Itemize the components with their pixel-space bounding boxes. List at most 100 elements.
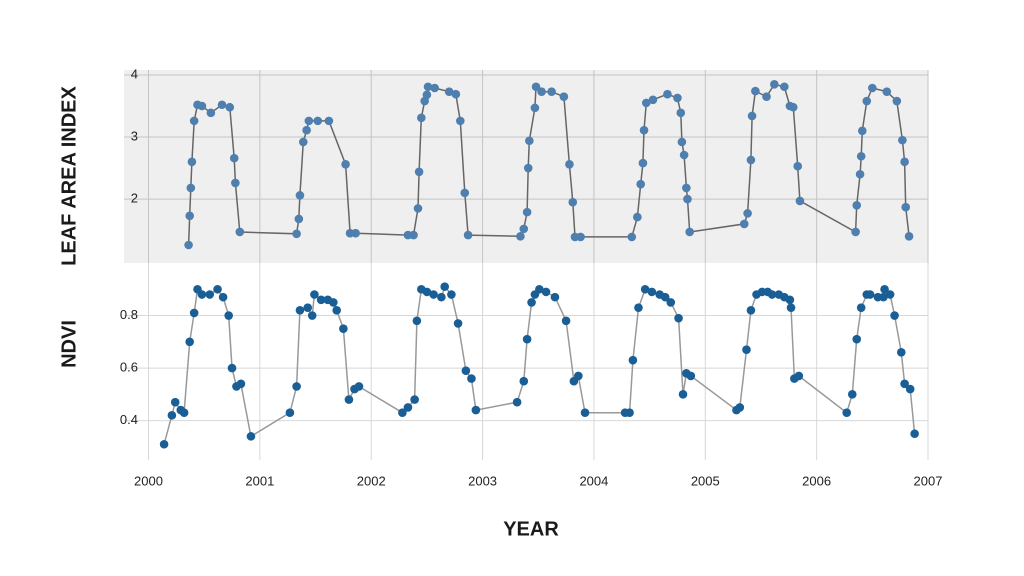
data-point: [857, 126, 867, 136]
data-point: [676, 108, 686, 118]
data-point: [747, 111, 757, 121]
data-point: [292, 229, 301, 239]
data-point: [628, 355, 638, 365]
data-point: [410, 395, 419, 404]
data-point: [294, 214, 304, 224]
x-tick-label: 2001: [245, 473, 274, 488]
data-point: [170, 397, 180, 407]
data-point: [550, 292, 560, 302]
x-tick-label: 2004: [579, 473, 608, 488]
data-point: [882, 87, 892, 97]
data-point: [576, 232, 585, 242]
data-point: [786, 303, 796, 312]
data-point: [531, 82, 541, 92]
data-point: [880, 284, 889, 294]
data-point: [885, 290, 895, 299]
data-point: [767, 290, 777, 299]
data-point: [332, 305, 341, 315]
data-point: [217, 100, 227, 110]
data-point: [785, 295, 795, 305]
data-point: [673, 93, 682, 103]
data-point: [679, 150, 689, 160]
data-point: [522, 207, 532, 217]
data-point: [295, 305, 305, 315]
data-point: [295, 191, 305, 200]
data-point: [189, 116, 199, 126]
data-point: [430, 83, 439, 93]
data-point: [905, 384, 915, 394]
data-point: [746, 155, 756, 165]
data-point: [674, 313, 683, 323]
data-point: [565, 160, 574, 169]
data-point: [735, 403, 745, 412]
data-point: [910, 429, 919, 439]
data-point: [751, 86, 760, 96]
data-point: [879, 292, 888, 302]
data-point: [523, 163, 533, 173]
data-point: [640, 284, 650, 294]
data-point: [852, 200, 862, 210]
data-point: [855, 169, 865, 179]
data-point: [409, 230, 418, 240]
data-point: [429, 290, 438, 299]
x-axis-title: YEAR: [503, 518, 559, 540]
data-point: [351, 228, 360, 238]
data-point: [683, 194, 692, 204]
data-point: [746, 305, 756, 315]
data-point: [224, 311, 233, 320]
data-point: [865, 290, 875, 299]
data-point: [313, 116, 323, 126]
data-point: [780, 82, 789, 92]
data-point: [901, 202, 911, 212]
data-point: [660, 292, 670, 302]
data-point: [742, 345, 751, 354]
data-point: [413, 204, 423, 213]
data-point: [235, 227, 245, 237]
data-point: [568, 197, 578, 207]
data-point: [307, 311, 317, 320]
data-point: [324, 116, 334, 126]
y-tick-label: 0.6: [120, 360, 138, 375]
data-point: [541, 287, 551, 297]
data-point: [862, 96, 872, 106]
y-axis-title: LEAF AREA INDEX: [58, 86, 80, 266]
data-point: [666, 298, 676, 307]
data-point: [467, 374, 476, 383]
data-point: [184, 240, 193, 250]
data-point: [218, 292, 228, 302]
data-point: [236, 379, 246, 389]
data-point: [303, 303, 313, 312]
data-point: [329, 298, 338, 307]
data-point: [516, 232, 525, 241]
data-point: [856, 303, 866, 312]
data-point: [403, 403, 413, 412]
data-point: [851, 227, 860, 237]
data-point: [842, 408, 852, 418]
data-point: [225, 102, 235, 112]
data-point: [417, 113, 426, 123]
data-point: [197, 101, 207, 111]
y-tick-label: 4: [131, 66, 138, 81]
data-point: [285, 408, 295, 418]
data-point: [794, 371, 804, 381]
data-point: [762, 92, 771, 101]
data-point: [685, 227, 694, 237]
data-point: [856, 151, 866, 161]
data-point: [648, 95, 658, 105]
data-point: [206, 108, 216, 118]
data-point: [231, 178, 240, 188]
data-point: [227, 363, 237, 373]
data-point: [460, 188, 470, 198]
data-point: [189, 308, 199, 318]
y-tick-label: 0.4: [120, 412, 138, 427]
data-point: [793, 161, 803, 171]
data-point: [743, 209, 752, 218]
data-point: [852, 334, 862, 344]
x-tick-label: 2000: [134, 473, 163, 488]
data-point: [302, 125, 311, 135]
data-point: [412, 316, 422, 326]
data-point: [739, 219, 749, 229]
data-point: [561, 316, 571, 326]
data-point: [344, 395, 354, 404]
